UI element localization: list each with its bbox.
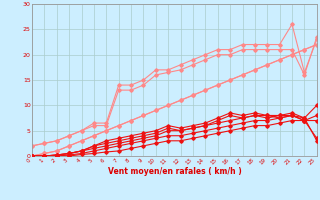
X-axis label: Vent moyen/en rafales ( km/h ): Vent moyen/en rafales ( km/h ) [108,167,241,176]
